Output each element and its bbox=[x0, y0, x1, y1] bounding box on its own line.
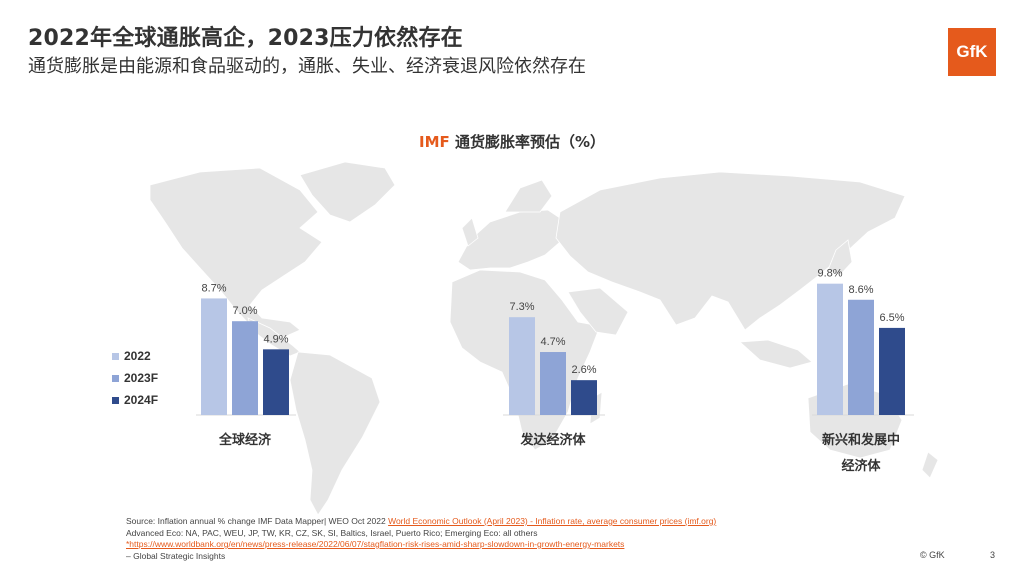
map-north-america bbox=[149, 167, 323, 339]
data-label: 9.8% bbox=[817, 268, 842, 280]
legend-label: 2022 bbox=[124, 349, 151, 363]
footer-source-line: Source: Inflation annual % change IMF Da… bbox=[126, 516, 716, 528]
chart-title: IMF 通货膨胀率预估（%） bbox=[0, 131, 1024, 152]
legend-swatch bbox=[112, 375, 119, 382]
bar-2022 bbox=[509, 317, 535, 415]
bar-2024f bbox=[571, 380, 597, 415]
bar-2022 bbox=[817, 283, 843, 415]
category-label: 新兴和发展中 bbox=[822, 432, 900, 448]
map-arabia bbox=[567, 287, 629, 336]
legend-swatch bbox=[112, 397, 119, 404]
footer-source-text: Source: Inflation annual % change IMF Da… bbox=[126, 516, 389, 526]
data-label: 4.9% bbox=[263, 333, 288, 345]
data-label: 2.6% bbox=[571, 364, 596, 376]
bar-2023f bbox=[232, 321, 258, 415]
map-japan bbox=[827, 239, 853, 276]
data-label: 7.0% bbox=[232, 305, 257, 317]
copyright: © GfK bbox=[920, 550, 945, 560]
map-scandinavia bbox=[504, 179, 553, 213]
footer-notes: Source: Inflation annual % change IMF Da… bbox=[126, 516, 716, 562]
footer-insights-label: – Global Strategic Insights bbox=[126, 550, 226, 561]
map-se-asia bbox=[739, 339, 813, 369]
map-new-zealand bbox=[921, 451, 939, 479]
legend-label: 2023F bbox=[124, 371, 158, 385]
data-label: 8.6% bbox=[848, 284, 873, 296]
bar-2024f bbox=[879, 327, 905, 415]
category-label: 发达经济体 bbox=[519, 432, 586, 448]
legend-label: 2024F bbox=[124, 393, 158, 407]
category-label: 全球经济 bbox=[218, 432, 272, 448]
page-title: 2022年全球通胀高企，2023压力依然存在 bbox=[28, 26, 463, 51]
map-south-america bbox=[289, 351, 381, 516]
map-greenland bbox=[299, 161, 396, 223]
chart-title-prefix: IMF bbox=[418, 133, 450, 151]
page-number: 3 bbox=[990, 550, 996, 560]
footer-worldbank-link[interactable]: *https://www.worldbank.org/en/news/press… bbox=[126, 539, 625, 549]
page-subtitle: 通货膨胀是由能源和食品驱动的，通胀、失业、经济衰退风险依然存在 bbox=[28, 56, 586, 77]
bar-2023f bbox=[848, 299, 874, 415]
category-label: 经济体 bbox=[841, 458, 881, 474]
data-label: 7.3% bbox=[509, 301, 534, 313]
gfk-logo: GfK bbox=[948, 28, 996, 76]
data-label: 8.7% bbox=[201, 282, 226, 294]
map-uk bbox=[461, 217, 479, 247]
data-label: 6.5% bbox=[879, 312, 904, 324]
footer-imf-link[interactable]: World Economic Outlook (April 2023) - In… bbox=[388, 516, 717, 526]
data-label: 4.7% bbox=[540, 336, 565, 348]
bar-2024f bbox=[263, 349, 289, 415]
bar-2023f bbox=[540, 352, 566, 415]
chart-title-text: 通货膨胀率预估（%） bbox=[454, 133, 606, 151]
map-asia bbox=[555, 171, 906, 331]
legend-swatch bbox=[112, 353, 119, 360]
footer-eco-definitions: Advanced Eco: NA, PAC, WEU, JP, TW, KR, … bbox=[126, 527, 538, 538]
bar-2022 bbox=[201, 298, 227, 415]
